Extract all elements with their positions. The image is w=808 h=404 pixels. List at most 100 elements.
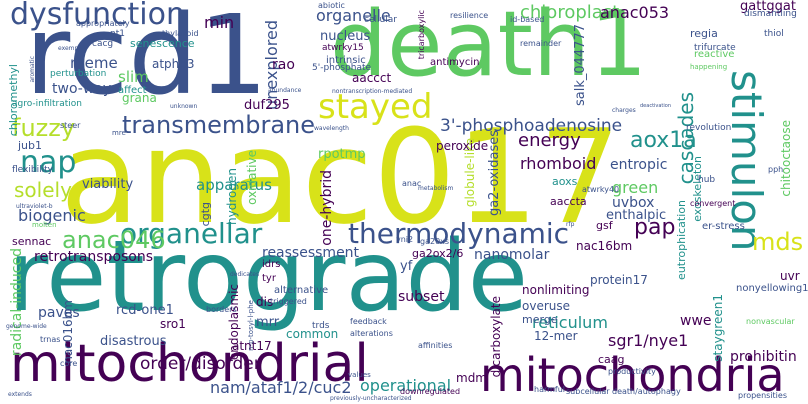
word-trifurcate: trifurcate — [694, 43, 736, 53]
word-ultraviolet-b: ultraviolet-b — [16, 203, 53, 210]
word-nac16bm: nac16bm — [576, 239, 633, 253]
word-nonlimiting: nonlimiting — [522, 283, 590, 297]
word-aromatic: aromatic — [29, 56, 36, 83]
word-chloroplast: chloroplast — [520, 2, 620, 23]
word-nanomolar: nanomolar — [474, 247, 550, 263]
word-meme: meme — [70, 54, 118, 72]
word-deactivation: deactivation — [640, 103, 672, 109]
word-hydrogen: hydrogen — [225, 168, 239, 225]
word-anac046: anac046 — [62, 226, 166, 254]
word-rcd-one1: rcd-one1 — [116, 303, 174, 318]
word-salk: salk_044777 — [573, 24, 588, 107]
word-eutrophication: eutrophication — [675, 200, 688, 280]
word-tricarboxylic: tricarboxylic — [417, 10, 426, 60]
word-idrs: idrs — [262, 259, 281, 270]
word-merge: merge — [522, 313, 558, 326]
word-wavelength: wavelength — [314, 125, 349, 132]
word-gattggat: gattggat — [740, 0, 796, 14]
word-alterations: alterations — [350, 329, 393, 338]
word-endoplasmic: endoplasmic — [227, 284, 241, 361]
word-intrinsic: intrinsic — [326, 55, 366, 66]
word-revolution: revolution — [686, 123, 732, 133]
word-disastrous: disastrous — [100, 334, 167, 349]
word-common: common — [286, 327, 339, 341]
word-cacg: cacg — [92, 39, 114, 49]
word-mre: mre — [112, 129, 126, 137]
word-rcd1: rcd1 — [25, 0, 269, 119]
word-energy: energy — [518, 130, 581, 151]
word-12-mer: 12-mer — [534, 329, 578, 343]
word-subset: subset — [398, 289, 445, 305]
word-biogenic: biogenic — [18, 206, 86, 225]
word-resilience: resilience — [450, 11, 489, 20]
word-remainder: remainder — [520, 39, 562, 48]
word-previously-uncharacterized: previously-uncharacterized — [330, 395, 412, 402]
word-regia: regia — [690, 27, 718, 40]
word-reactive: reactive — [694, 49, 735, 60]
word-nap: nap — [20, 145, 77, 180]
word-paves: paves — [38, 305, 80, 321]
word-thermodynamic: thermodynamic — [348, 217, 570, 250]
word-antimycin: antimycin — [430, 57, 480, 68]
word-enthalpic: enthalpic — [606, 208, 667, 223]
word-nonvascular: nonvascular — [746, 317, 795, 326]
word-sro1: sro1 — [160, 317, 186, 331]
word-molten: molten — [32, 221, 57, 229]
word-trds: trds — [312, 321, 330, 331]
word-phosphoadenosine: 3'-phosphoadenosine — [440, 116, 623, 136]
word-aaccta: aaccta — [550, 195, 587, 208]
word-downregulated: downregulated — [400, 387, 461, 396]
word-mitochondrial: mitochondrial — [10, 334, 369, 394]
word-sgr1: sgr1/nye1 — [608, 331, 689, 350]
word-viability: viability — [82, 177, 134, 192]
word-atwrky40: atwrky40 — [582, 185, 620, 194]
word-flexibility: flexibility — [12, 165, 53, 175]
word-exemplify: exemplify — [58, 45, 88, 52]
word-death1: death1 — [330, 0, 648, 97]
word-protein17: protein17 — [590, 273, 648, 287]
word-grana: grana — [122, 91, 157, 105]
word-dis: dis — [256, 295, 274, 309]
word-sennac: sennac — [12, 235, 52, 248]
word-dedicates: dedicates — [230, 271, 260, 278]
word-anac017: anac017 — [60, 101, 622, 253]
word-green: green — [612, 178, 659, 197]
word-dismantling: dismantling — [744, 9, 797, 19]
word-retrograde: retrograde — [8, 220, 529, 334]
word-jub1: jub1 — [18, 139, 43, 152]
word-abiotic: abiotic — [318, 1, 345, 10]
word-harmful: harmful — [534, 385, 566, 394]
word-unknown: unknown — [170, 103, 198, 110]
word-fuzzy: fuzzy — [12, 114, 76, 142]
word-aox1a: aox1a — [630, 128, 697, 153]
word-atwrky15: atwrky15 — [322, 43, 364, 53]
word-genome-wide: genome-wide — [6, 323, 47, 330]
word-reticulum: reticulum — [532, 313, 608, 332]
word-chitooctaose: chitooctaose — [779, 120, 793, 197]
word-pap: pap — [634, 215, 676, 240]
word-id-based: id-based — [510, 15, 545, 24]
word-thylakoid: thylakoid — [162, 29, 199, 38]
word-stayed: stayed — [318, 87, 433, 127]
word-gsf: gsf — [596, 219, 613, 232]
word-abundance: abundance — [268, 87, 302, 94]
word-extends: extends — [8, 391, 32, 398]
word-5-phosphate: 5'-phosphate — [312, 63, 372, 73]
word-retrotransposons: retrotransposons — [34, 249, 154, 265]
word-senescence: senescence — [130, 37, 195, 50]
word-transmembrane: transmembrane — [122, 111, 316, 139]
word-rpotmp: rpotmp — [318, 147, 366, 162]
word-entropic: entropic — [610, 157, 668, 173]
word-mds: mds — [752, 228, 804, 256]
word-rhomboid: rhomboid — [520, 154, 597, 173]
word-slim: slim — [118, 68, 149, 86]
word-pph: pph — [768, 165, 784, 174]
word-uvbox: uvbox — [612, 195, 655, 211]
word-radical-induced: radical-induced — [9, 248, 25, 357]
word-organelle: organelle — [316, 6, 391, 25]
word-propensities: propensities — [738, 391, 787, 400]
word-trnas: trnas — [40, 335, 61, 344]
word-mitochondria: mitochondria — [480, 348, 785, 402]
word-staygreen1: staygreen1 — [711, 294, 725, 362]
